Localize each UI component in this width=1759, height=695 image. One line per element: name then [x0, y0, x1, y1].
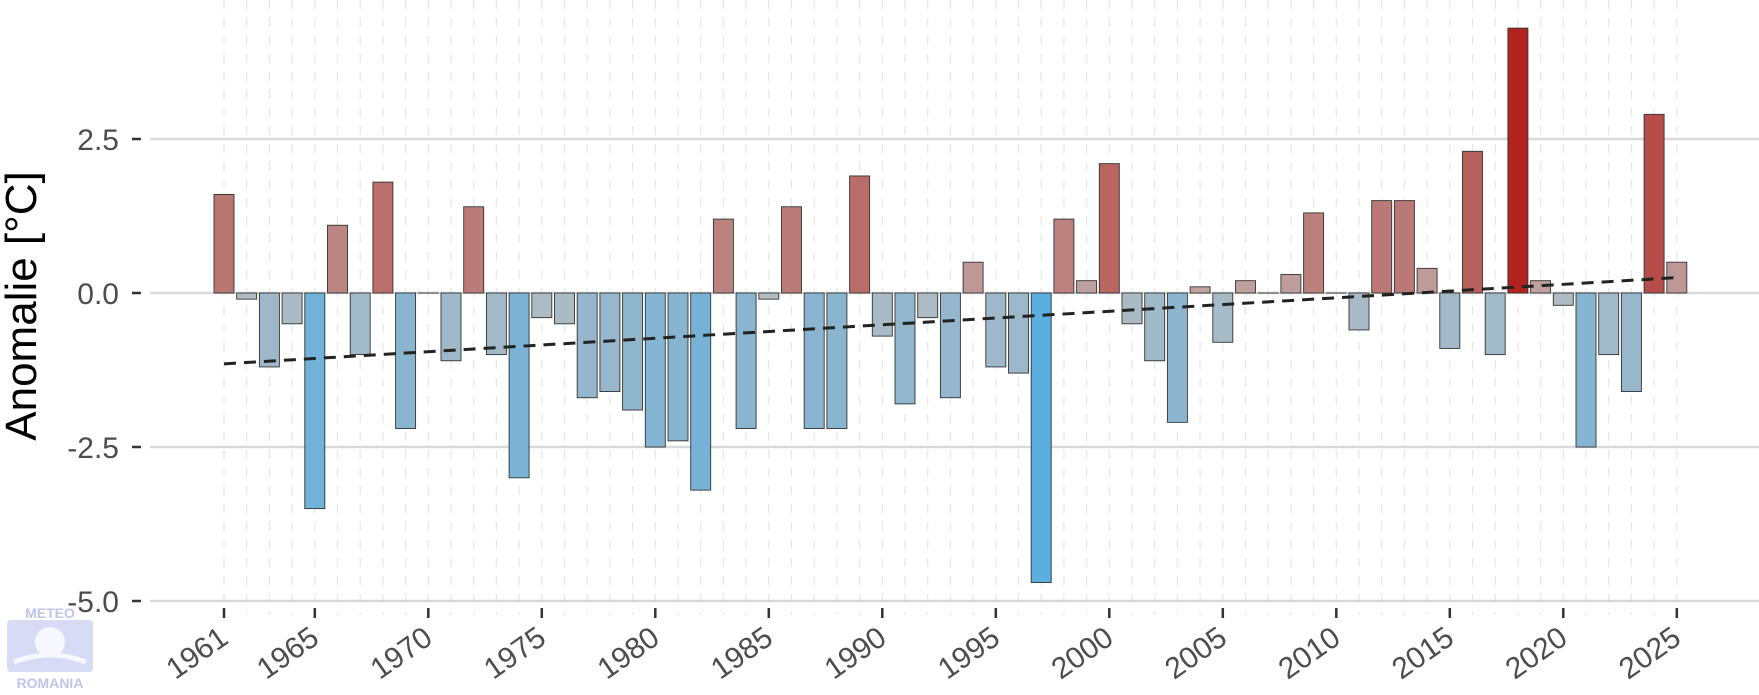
bar-2021	[1575, 292, 1597, 448]
logo-sun	[35, 627, 65, 657]
bar-1977	[576, 292, 598, 399]
bar-1996	[1008, 292, 1029, 374]
x-tick-label: 1985	[705, 621, 779, 686]
bar-2020	[1552, 292, 1574, 306]
bar-1993	[939, 292, 961, 399]
bar-2008	[1280, 274, 1302, 294]
x-tick-label: 1995	[932, 621, 1006, 686]
x-tick-label: 1975	[478, 621, 552, 686]
meteo-romania-logo: METEO ROMANIA	[7, 605, 93, 691]
bar-1961	[213, 193, 235, 294]
logo-wave	[13, 652, 87, 665]
trend-line	[223, 276, 1677, 366]
bar-1988	[826, 292, 848, 429]
bar-2013	[1393, 200, 1415, 294]
bar-1965	[304, 292, 326, 510]
x-tick-label: 2025	[1613, 621, 1687, 686]
bar-1971	[440, 292, 462, 362]
x-tick-label: 2010	[1273, 621, 1347, 686]
x-tick-label: 1961	[160, 621, 234, 686]
bar-1991	[894, 292, 916, 405]
y-axis: -5.0 -2.5 0.0 2.5	[67, 124, 141, 619]
bar-2023	[1620, 292, 1642, 393]
bar-2005	[1212, 292, 1234, 343]
bar-1968	[372, 181, 394, 294]
logo-bottom-text: ROMANIA	[17, 675, 84, 691]
bar-2024	[1643, 113, 1665, 294]
bar-1999	[1076, 280, 1098, 294]
bar-2001	[1121, 292, 1143, 325]
bar-1982	[690, 292, 712, 491]
x-tick-label: 1980	[592, 621, 666, 686]
bar-1995	[985, 292, 1007, 368]
bar-2014	[1416, 267, 1438, 294]
logo-top-text: METEO	[25, 605, 75, 621]
bar-1981	[667, 292, 689, 442]
bar-1979	[622, 292, 644, 411]
x-tick-label: 2005	[1159, 621, 1233, 686]
bar-1969	[395, 292, 417, 429]
bar-1980	[644, 292, 666, 448]
bars-group	[213, 27, 1688, 583]
bar-1989	[849, 175, 871, 294]
x-tick-label: 2020	[1500, 621, 1574, 686]
bar-2016	[1462, 150, 1483, 294]
bar-1992	[917, 292, 939, 319]
bar-1985	[758, 292, 780, 300]
bar-1975	[531, 292, 553, 319]
y-tick-label: -5.0	[67, 586, 119, 619]
bar-2003	[1166, 292, 1188, 423]
x-axis: 1961 1965 1970 1975 1980 1985 1990 1995 2000 2005…	[160, 608, 1687, 686]
bar-1986	[781, 206, 802, 294]
bar-2017	[1484, 292, 1506, 356]
bar-1987	[803, 292, 825, 429]
bar-2009	[1303, 212, 1325, 294]
bar-1972	[463, 206, 485, 294]
x-tick-label: 2000	[1046, 621, 1120, 686]
bar-1974	[508, 292, 530, 479]
bar-2015	[1439, 292, 1461, 349]
x-tick-label: 1990	[819, 621, 893, 686]
bar-1962	[236, 292, 258, 300]
bar-2012	[1371, 200, 1393, 294]
bar-2006	[1235, 280, 1256, 294]
bar-1984	[735, 292, 757, 429]
bar-1983	[712, 218, 734, 294]
bar-2011	[1348, 292, 1370, 331]
bar-2002	[1144, 292, 1166, 362]
bar-1964	[281, 292, 303, 325]
y-tick-label: 2.5	[77, 124, 119, 157]
bar-2022	[1598, 292, 1620, 356]
bar-2018	[1507, 27, 1529, 294]
bar-1976	[554, 292, 575, 325]
bar-1963	[258, 292, 280, 368]
x-tick-label: 1970	[365, 621, 439, 686]
x-tick-label: 2015	[1386, 621, 1460, 686]
bar-1997	[1030, 292, 1052, 583]
y-axis-title: Anomalie [°C]	[0, 171, 46, 440]
bar-2004	[1189, 286, 1211, 294]
y-tick-label: 0.0	[77, 278, 119, 311]
bar-1990	[871, 292, 893, 337]
bar-1973	[485, 292, 507, 356]
bar-2000	[1098, 163, 1120, 294]
bar-1966	[327, 224, 348, 294]
bar-1998	[1053, 218, 1075, 294]
x-tick-label: 1965	[251, 621, 325, 686]
trend-line-group	[223, 276, 1677, 366]
bar-1994	[962, 261, 984, 294]
bar-1967	[349, 292, 371, 356]
y-tick-label: -2.5	[67, 432, 119, 465]
